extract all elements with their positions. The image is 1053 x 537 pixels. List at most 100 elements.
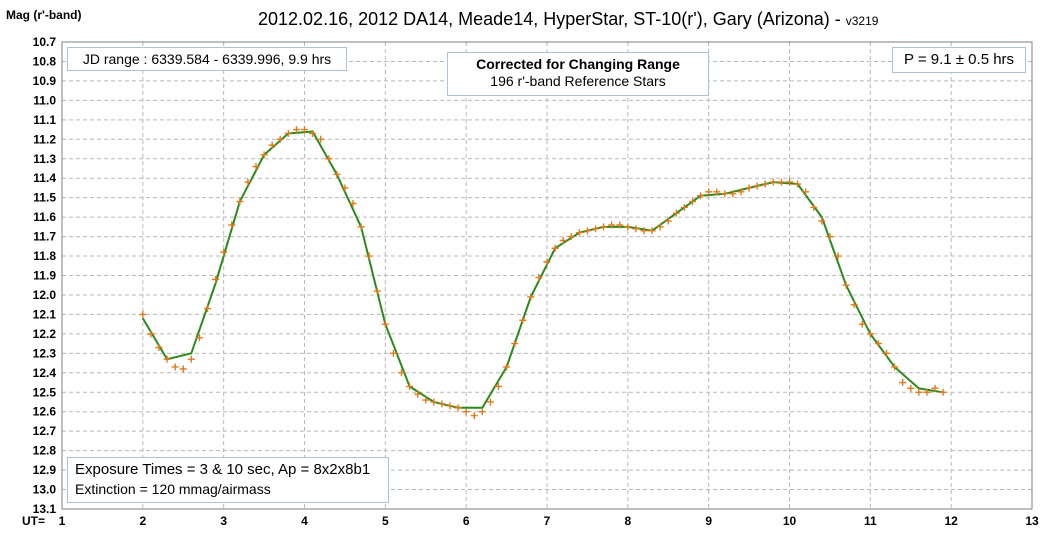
- data-point: [292, 126, 300, 134]
- data-point: [931, 384, 939, 392]
- data-point: [187, 355, 195, 363]
- data-point: [446, 402, 454, 410]
- y-tick-label: 10.8: [33, 54, 57, 68]
- data-point: [592, 225, 599, 233]
- data-point: [842, 281, 850, 289]
- data-point: [244, 178, 252, 186]
- jd-range-text: JD range : 6339.584 - 6339.996, 9.9 hrs: [82, 51, 332, 67]
- data-point: [583, 227, 591, 235]
- data-point: [470, 412, 478, 420]
- data-point: [672, 209, 680, 217]
- y-tick-label: 11.1: [33, 113, 56, 127]
- data-point: [826, 233, 834, 241]
- data-point: [761, 180, 769, 188]
- data-point: [664, 217, 672, 225]
- data-point: [139, 310, 147, 318]
- y-tick-label: 12.0: [33, 288, 57, 302]
- y-tick-label: 12.7: [33, 424, 57, 438]
- data-point: [834, 252, 842, 260]
- data-point: [276, 135, 284, 143]
- y-tick-label: 11.5: [33, 191, 56, 205]
- y-tick-label: 11.8: [33, 249, 56, 263]
- data-point: [511, 340, 519, 348]
- x-axis-label: UT=: [22, 514, 46, 528]
- data-point: [414, 390, 422, 398]
- data-point: [721, 190, 729, 198]
- data-point: [543, 258, 551, 266]
- y-tick-label: 13.0: [33, 483, 57, 497]
- jd-range-box: JD range : 6339.584 - 6339.996, 9.9 hrs: [67, 47, 347, 71]
- y-tick-label: 12.8: [33, 444, 57, 458]
- data-point: [422, 396, 430, 404]
- data-point: [535, 273, 543, 281]
- data-points: [139, 126, 947, 420]
- data-point: [317, 135, 325, 143]
- data-point: [503, 363, 511, 371]
- data-point: [866, 330, 874, 338]
- y-tick-label: 13.1: [33, 502, 57, 516]
- data-point: [616, 221, 624, 229]
- y-tick-label: 12.3: [33, 346, 57, 360]
- data-point: [495, 382, 502, 390]
- fit-line: [141, 130, 944, 409]
- correction-subtitle: 196 r'-band Reference Stars: [490, 73, 666, 89]
- data-point: [462, 408, 470, 416]
- data-point: [794, 180, 802, 188]
- y-tick-label: 11.4: [33, 171, 56, 185]
- data-point: [260, 151, 268, 159]
- data-point: [228, 221, 236, 229]
- y-tick-label: 11.3: [33, 152, 56, 166]
- exposure-text: Exposure Times = 3 & 10 sec, Ap = 8x2x8b…: [75, 461, 371, 478]
- data-point: [608, 221, 616, 229]
- data-point: [939, 388, 947, 396]
- data-point: [171, 363, 179, 371]
- y-tick-label: 11.6: [33, 210, 56, 224]
- y-tick-label: 12.4: [33, 366, 57, 380]
- y-tick-label: 11.7: [33, 230, 56, 244]
- data-point: [527, 293, 535, 301]
- data-point: [575, 229, 583, 237]
- data-point: [624, 223, 632, 231]
- data-point: [923, 388, 931, 396]
- data-point: [236, 198, 244, 206]
- data-point: [680, 203, 688, 211]
- data-point: [204, 305, 211, 313]
- data-point: [600, 223, 608, 231]
- y-tick-label: 11.0: [33, 93, 56, 107]
- correction-title: Corrected for Changing Range: [476, 56, 680, 72]
- data-point: [179, 365, 187, 373]
- data-point: [559, 236, 567, 244]
- data-point: [349, 200, 357, 208]
- data-point: [389, 349, 397, 357]
- data-point: [802, 188, 810, 196]
- data-point: [713, 188, 721, 196]
- x-tick-label: 6: [463, 514, 470, 528]
- data-point: [341, 184, 349, 192]
- data-point: [705, 188, 713, 196]
- data-point: [745, 184, 753, 192]
- data-point: [883, 349, 890, 357]
- x-tick-label: 3: [220, 514, 227, 528]
- data-point: [220, 248, 228, 256]
- x-tick-label: 8: [624, 514, 631, 528]
- data-point: [818, 217, 826, 225]
- data-point: [478, 408, 486, 416]
- y-tick-label: 12.2: [33, 327, 57, 341]
- extinction-text: Extinction = 120 mmag/airmass: [75, 481, 271, 497]
- y-axis-label: Mag (r'-band): [6, 8, 82, 22]
- data-point: [454, 404, 462, 412]
- data-point: [155, 343, 163, 351]
- y-tick-label: 12.9: [33, 463, 57, 477]
- y-tick-label: 12.6: [33, 405, 57, 419]
- correction-box: Corrected for Changing Range 196 r'-band…: [447, 52, 709, 96]
- data-point: [915, 388, 923, 396]
- x-tick-label: 9: [705, 514, 712, 528]
- data-point: [398, 369, 405, 377]
- x-tick-label: 4: [301, 514, 308, 528]
- y-tick-label: 11.2: [33, 132, 56, 146]
- x-tick-label: 13: [1025, 514, 1039, 528]
- data-point: [737, 188, 745, 196]
- data-point: [365, 252, 373, 260]
- plot-area-frame: [61, 41, 1033, 510]
- data-point: [406, 382, 414, 390]
